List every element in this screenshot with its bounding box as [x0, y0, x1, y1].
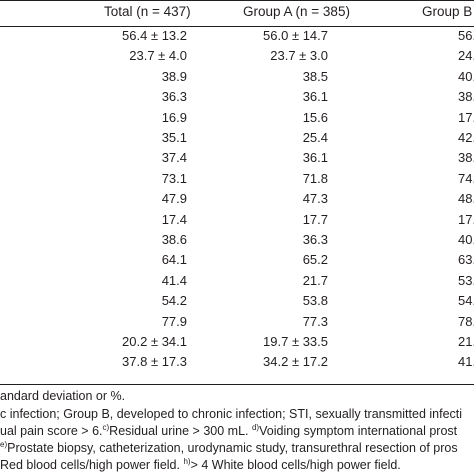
footnote-1-text: andard deviation or %. [0, 389, 126, 403]
cell-total: 47.9 [161, 191, 187, 207]
footnote-1: andard deviation or %. [0, 388, 125, 404]
footnote-marker-c: c) [102, 423, 110, 432]
column-header-group-a: Group A (n = 385) [243, 4, 350, 19]
cell-total: 16.9 [161, 109, 187, 125]
cell-group-b: 24.1 [458, 48, 474, 64]
cell-group-b: 40. [458, 68, 474, 84]
cell-total: 56.4 ± 13.2 [122, 28, 187, 43]
cell-group-b: 78. [458, 313, 474, 329]
footnote-4-text: Prostate biopsy, catheterization, urodyn… [7, 441, 458, 455]
table-bottom-rule [0, 384, 474, 385]
column-header-group-b: Group B [422, 4, 473, 19]
cell-group-b: 54. [458, 293, 474, 309]
cell-total: 35.1 [161, 130, 187, 145]
footnote-3-text-c: Voiding symptom international prost [259, 424, 458, 438]
cell-total: 38.9 [161, 68, 187, 84]
cell-total: 73.1 [161, 170, 187, 186]
cell-group-b: 40. [458, 232, 474, 247]
cell-group-b: 38. [458, 150, 474, 166]
cell-group-a: 34.2 ± 17.2 [263, 354, 328, 370]
cell-group-a: 71.8 [302, 170, 328, 186]
cell-group-b: 42. [458, 130, 474, 145]
cell-group-a: 65.2 [302, 252, 328, 268]
cell-group-b: 21.3 [458, 334, 474, 349]
cell-total: 38.6 [161, 232, 187, 247]
table-top-rule [0, 0, 474, 1]
cell-group-a: 38.5 [302, 68, 328, 84]
footnote-5-text-a: Red blood cells/high power field. [0, 458, 180, 472]
cell-group-b: 41.6 [458, 354, 474, 370]
cell-group-a: 25.4 [302, 130, 328, 145]
footnote-4: e)Prostate biopsy, catheterization, urod… [0, 440, 458, 456]
cell-group-b: 63. [458, 252, 474, 268]
footnote-marker-e: e) [0, 440, 8, 449]
cell-total: 41.4 [161, 272, 187, 288]
cell-group-a: 56.0 ± 14.7 [263, 28, 328, 43]
cell-total: 64.1 [161, 252, 187, 268]
cell-group-b: 38. [458, 89, 474, 105]
footnote-marker-h: h) [183, 457, 191, 466]
footnote-3-text-a: ual pain score > 6. [0, 424, 103, 438]
cell-group-b: 48. [458, 191, 474, 207]
cell-group-a: 77.3 [302, 313, 328, 329]
cell-total: 54.2 [161, 293, 187, 309]
cell-group-a: 19.7 ± 33.5 [263, 334, 328, 349]
cell-group-b: 17. [458, 109, 474, 125]
cell-group-a: 17.7 [302, 211, 328, 227]
cell-group-b: 74. [458, 170, 474, 186]
column-header-total: Total (n = 437) [104, 4, 191, 19]
cell-total: 37.8 ± 17.3 [122, 354, 187, 370]
cell-total: 20.2 ± 34.1 [122, 334, 187, 349]
footnote-marker-d: d) [251, 423, 260, 432]
cell-total: 77.9 [161, 313, 187, 329]
cell-total: 17.4 [161, 211, 187, 227]
cell-group-a: 36.1 [302, 89, 328, 105]
cell-group-a: 36.1 [302, 150, 328, 166]
cell-group-a: 21.7 [302, 272, 328, 288]
cell-group-b: 56.8 [458, 28, 474, 43]
cell-total: 37.4 [161, 150, 187, 166]
footnote-3: ual pain score > 6.c)Residual urine > 30… [0, 423, 457, 439]
footnote-5-text-b: > 4 White blood cells/high power field. [190, 458, 401, 472]
header-rule [0, 26, 474, 27]
cell-group-a: 23.7 ± 3.0 [270, 48, 328, 64]
cell-group-a: 53.8 [302, 293, 328, 309]
footnote-3-text-b: Residual urine > 300 mL. [109, 424, 249, 438]
footnote-2-text: c infection; Group B, developed to chron… [0, 407, 463, 421]
cell-total: 23.7 ± 4.0 [129, 48, 187, 64]
footnote-2: c infection; Group B, developed to chron… [0, 406, 462, 422]
cell-group-a: 47.3 [302, 191, 328, 207]
footnote-5: Red blood cells/high power field. h)> 4 … [0, 457, 401, 473]
cell-group-a: 36.3 [302, 232, 328, 247]
cell-group-b: 53. [458, 272, 474, 288]
cell-total: 36.3 [161, 89, 187, 105]
cell-group-a: 15.6 [302, 109, 328, 125]
cell-group-b: 17. [458, 211, 474, 227]
